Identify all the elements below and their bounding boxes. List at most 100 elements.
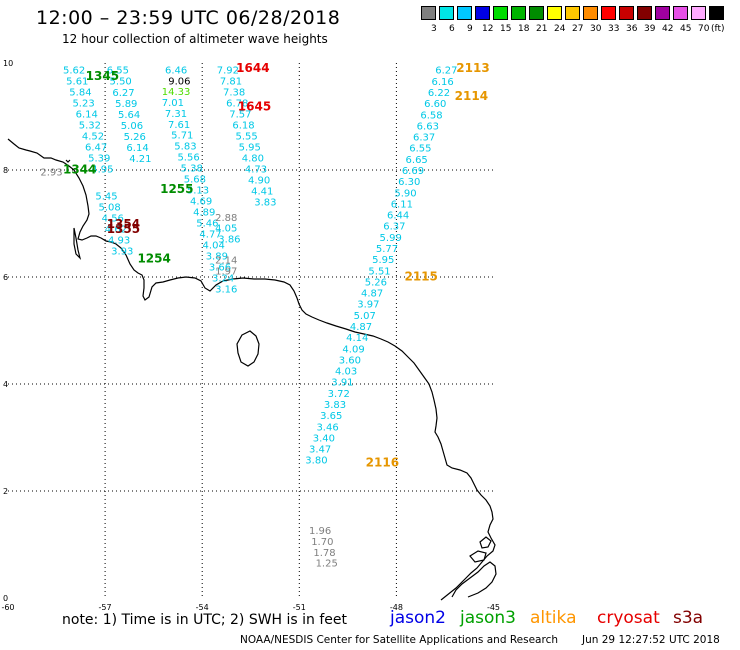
satellite-altika: altika — [530, 608, 577, 628]
wave-height-label: 4.04 — [203, 241, 225, 252]
wave-height-label: 4.80 — [242, 154, 264, 165]
lat-tick-label: 6 — [3, 273, 8, 282]
legend-label: 36 — [626, 24, 638, 34]
legend-swatch — [673, 6, 688, 20]
wave-height-label: 3.46 — [316, 422, 338, 433]
wave-height-label: 5.61 — [66, 77, 88, 88]
wave-height-label: 6.55 — [409, 144, 431, 155]
pass-time-label: 2115 — [404, 270, 437, 284]
wave-height-label: 9.06 — [168, 76, 190, 87]
wave-height-label: 6.58 — [420, 110, 442, 121]
wave-height-label: 3.72 — [328, 389, 350, 400]
wave-height-label: 6.27 — [435, 66, 457, 77]
pass-time-label: 1644 — [236, 61, 269, 75]
wave-height-label: 7.61 — [168, 120, 190, 131]
pass-time-label: 1255 — [160, 182, 193, 196]
wave-height-label: 6.65 — [406, 155, 428, 166]
legend-swatch — [709, 6, 724, 20]
wave-height-label: 6.18 — [232, 121, 254, 132]
wave-height-label: 3.24 — [212, 273, 234, 284]
wave-height-label: 5.95 — [239, 143, 261, 154]
wave-height-label: 5.46 — [196, 219, 218, 230]
wave-height-label: 6.27 — [112, 88, 134, 99]
wave-height-label: 4.52 — [82, 132, 104, 143]
wave-height-label: 7.92 — [217, 66, 239, 77]
wave-height-label: 6.69 — [402, 166, 424, 177]
legend-swatch — [475, 6, 490, 20]
wave-height-label: 5.71 — [171, 131, 193, 142]
wave-height-label: 4.41 — [251, 186, 273, 197]
coastline-inlet — [65, 159, 71, 163]
pass-time-label: 1645 — [238, 100, 271, 114]
wave-height-label: 6.11 — [391, 199, 413, 210]
coastline-island-caviana — [469, 550, 487, 563]
wave-height-label: 1.97 — [215, 267, 237, 278]
wave-height-label: 4.56 — [102, 213, 124, 224]
wave-height-label: 5.13 — [187, 186, 209, 197]
wave-height-label: 3.16 — [215, 284, 237, 295]
wave-height-label: 3.83 — [324, 400, 346, 411]
pass-time-label: 2116 — [366, 455, 399, 469]
wave-height-label: 3.66 — [209, 262, 231, 273]
lon-tick-label: -60 — [1, 603, 14, 612]
lat-tick-label: 0 — [3, 594, 8, 603]
wave-height-label: 4.87 — [361, 289, 383, 300]
legend-unit: (ft) — [711, 24, 725, 34]
coastline-island-small — [236, 330, 260, 367]
wave-height-label: 5.08 — [99, 202, 121, 213]
wave-height-label: 5.55 — [236, 132, 258, 143]
wave-height-label: 1.25 — [316, 559, 338, 570]
wave-height-label: 6.30 — [398, 177, 420, 188]
wave-height-label: 6.46 — [165, 66, 187, 77]
wave-height-label: 5.89 — [115, 99, 137, 110]
wave-height-label: 1.70 — [311, 537, 333, 548]
wave-height-label: 5.95 — [372, 255, 394, 266]
coastline-mainland — [7, 138, 496, 601]
legend-label: 24 — [554, 24, 566, 34]
coastline — [7, 138, 497, 601]
wave-height-label: 5.38 — [181, 164, 203, 175]
wave-height-label: 3.93 — [111, 246, 133, 257]
wave-height-label: 4.87 — [350, 322, 372, 333]
wave-height-label: 3.97 — [357, 300, 379, 311]
wave-height-label: 3.89 — [206, 251, 228, 262]
legend-label: 70 — [698, 24, 710, 34]
pass-time-label: 2113 — [456, 61, 489, 75]
wave-height-label: 6.14 — [76, 110, 98, 121]
legend-swatch — [511, 6, 526, 20]
map-subtitle: 12 hour collection of altimeter wave hei… — [62, 32, 328, 46]
wave-height-label: 5.64 — [118, 110, 140, 121]
legend-label: 45 — [680, 24, 692, 34]
wave-height-label: 6.63 — [417, 121, 439, 132]
wave-height-label: 7.38 — [223, 88, 245, 99]
lat-tick-label: 8 — [3, 166, 8, 175]
legend-swatch — [655, 6, 670, 20]
satellite-cryosat: cryosat — [597, 608, 660, 628]
wave-height-label: 5.84 — [69, 88, 91, 99]
wave-height-label: 5.39 — [88, 154, 110, 165]
legend-label: 21 — [536, 24, 548, 34]
credit-agency: NOAA/NESDIS Center for Satellite Applica… — [240, 634, 558, 646]
wave-height-label: 4.73 — [245, 165, 267, 176]
wave-height-label: 6.47 — [85, 143, 107, 154]
coastline-island-marajo — [451, 561, 497, 598]
legend-swatch — [691, 6, 706, 20]
credit-timestamp: Jun 29 12:27:52 UTC 2018 — [582, 634, 720, 646]
lon-tick-label: -51 — [293, 603, 306, 612]
wave-height-label: 7.57 — [229, 110, 251, 121]
map-title: 12:00 – 23:59 UTC 06/28/2018 — [36, 7, 341, 29]
wave-height-label: 6.55 — [107, 66, 129, 77]
wave-height-label: 6.37 — [383, 222, 405, 233]
lon-tick-label: -57 — [99, 603, 112, 612]
wave-height-label: 4.14 — [346, 333, 368, 344]
wave-height-label: 3.47 — [309, 445, 331, 456]
wave-height-label: 6.14 — [126, 143, 148, 154]
legend-label: 9 — [467, 24, 473, 34]
wave-height-label: 2.88 — [215, 213, 237, 224]
wave-height-label: 3.60 — [339, 355, 361, 366]
wave-height-label: 5.50 — [110, 77, 132, 88]
wave-height-label: 5.77 — [376, 244, 398, 255]
map-gridlines — [8, 63, 494, 598]
lon-tick-label: -45 — [487, 603, 500, 612]
